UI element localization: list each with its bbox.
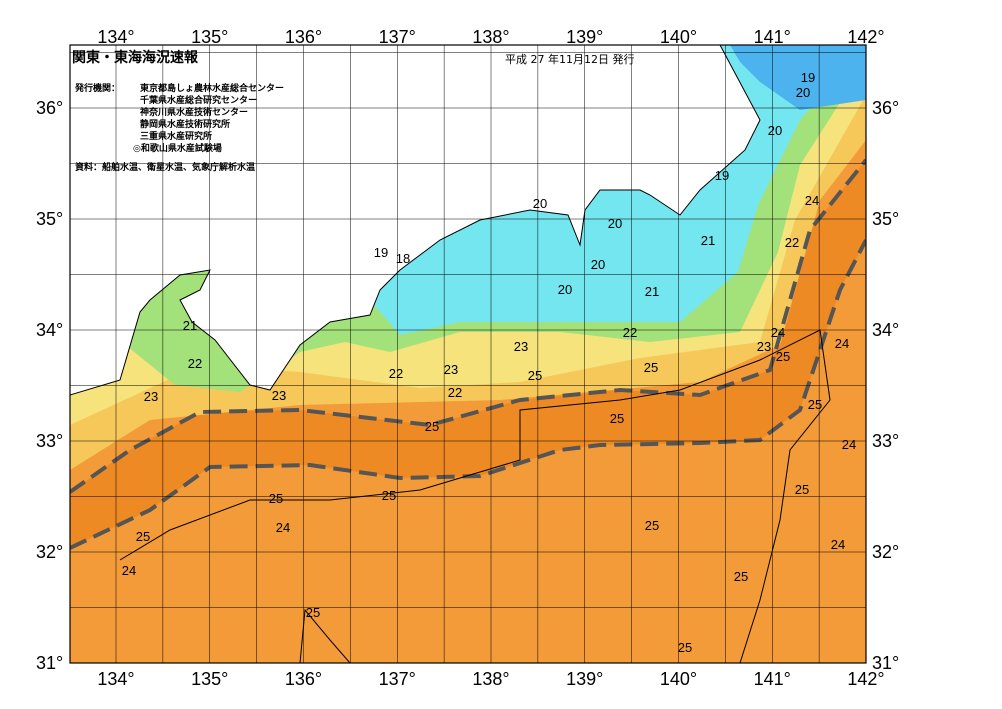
contour-label: 21 [645,284,659,299]
contour-label: 25 [678,640,692,655]
agency: 三重県水産研究所 [140,130,212,142]
sea-19 [730,45,866,110]
contour-label: 19 [801,70,815,85]
lat-label: 33° [36,431,63,451]
contour-label: 23 [144,389,158,404]
contour-label: 24 [771,325,785,340]
contour-label: 20 [608,216,622,231]
contour-label: 20 [796,85,810,100]
lat-label: 34° [36,320,63,340]
contour-label: 24 [805,193,819,208]
lon-label: 141° [754,27,791,47]
agency: 千葉県水産総合研究センター [140,94,257,106]
lon-label: 137° [379,27,416,47]
lat-label: 33° [872,431,899,451]
lat-label: 34° [872,320,899,340]
contour-label: 21 [183,318,197,333]
lon-label: 135° [191,669,228,689]
contour-label: 22 [389,366,403,381]
lon-label: 139° [566,669,603,689]
lon-label: 137° [379,669,416,689]
contour-label: 24 [122,563,136,578]
frame [69,44,867,664]
lon-label: 142° [847,669,884,689]
lon-label: 136° [285,27,322,47]
contour-label: 25 [645,518,659,533]
lat-label: 36° [872,98,899,118]
contour-label: 25 [136,529,150,544]
lon-label: 135° [191,27,228,47]
contour-label: 25 [528,368,542,383]
title: 関東・東海海況速報 [72,49,199,66]
contour-label: 23 [272,388,286,403]
contour-label: 24 [835,336,849,351]
contour-label: 22 [448,385,462,400]
contour-label: 22 [623,325,637,340]
agency: 神奈川県水産技術センター [140,106,248,118]
lon-label: 141° [754,669,791,689]
issue-date: 平成 27 年11月12日 発行 [505,52,634,66]
lon-label: 142° [847,27,884,47]
contour-label: 25 [644,360,658,375]
contour-label: 25 [734,569,748,584]
contour-label: 25 [425,419,439,434]
contour-label: 25 [269,491,283,506]
map-area [70,45,866,663]
contour-label: 25 [776,349,790,364]
contour-label: 23 [757,339,771,354]
contour-label: 24 [842,437,856,452]
contour-label: 20 [591,257,605,272]
labels: 134° 134° 135° 135° 136° 136° 137° 137° 138° 138°… [36,27,899,689]
contour [119,329,831,663]
contour-label: 25 [382,488,396,503]
lon-label: 134° [97,669,134,689]
contour-label: 25 [808,397,822,412]
agencies: 東京都島しょ農林水産総合センター千葉県水産総合研究センター神奈川県水産技術センタ… [133,82,284,154]
contour-label: 22 [188,356,202,371]
lon-label: 136° [285,669,322,689]
lat-label: 31° [36,653,63,673]
lat-label: 31° [872,653,899,673]
lat-label: 35° [872,209,899,229]
contour-label: 23 [514,339,528,354]
land [70,45,761,396]
agency: ◎和歌山県水産試験場 [133,142,222,154]
agencies-label: 発行機関： [74,82,120,94]
contour-label: 24 [276,520,290,535]
source: 資料：船舶水温、衛星水温、気象庁解析水温 [75,161,255,173]
lon-label: 134° [97,27,134,47]
lat-label: 36° [36,98,63,118]
contour-label: 20 [533,196,547,211]
lat-label: 35° [36,209,63,229]
contour-label: 25 [610,411,624,426]
lat-label: 32° [36,542,63,562]
lon-label: 140° [660,669,697,689]
contour-label: 19 [374,245,388,260]
contour [299,608,351,663]
lon-label: 138° [472,27,509,47]
contour-label: 25 [306,605,320,620]
contour-label: 21 [701,233,715,248]
agency: 東京都島しょ農林水産総合センター [140,82,284,94]
lon-label: 139° [566,27,603,47]
lon-label: 140° [660,27,697,47]
contour-label: 18 [396,251,410,266]
contour-label: 24 [831,537,845,552]
contour-label: 23 [444,362,458,377]
contour-label: 20 [558,282,572,297]
agency: 静岡県水産技術研究所 [140,118,230,130]
kuroshio-band [70,160,866,548]
contour-label: 20 [768,123,782,138]
contour-label: 22 [785,235,799,250]
contour-label: 19 [715,168,729,183]
lon-label: 138° [472,669,509,689]
lat-label: 32° [872,542,899,562]
kuroshio-axis [70,158,866,494]
grid [70,45,866,663]
contour-label: 25 [795,482,809,497]
